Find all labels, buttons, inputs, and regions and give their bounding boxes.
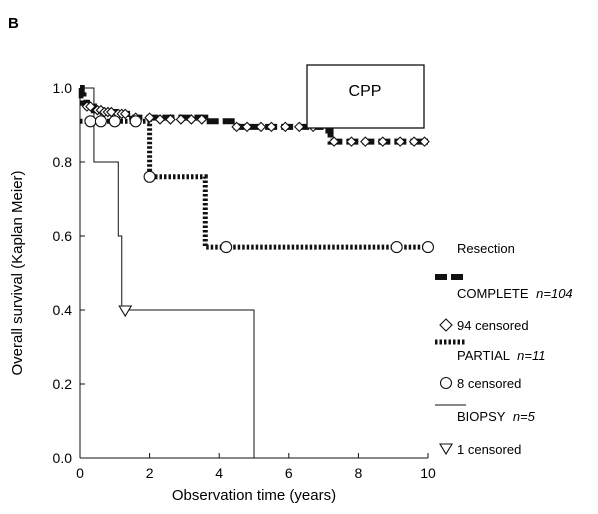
legend-biopsy-n: n=5 [513, 409, 536, 424]
x-tick-label: 8 [355, 465, 363, 481]
censor-marker-complete [119, 108, 131, 120]
x-tick-label: 2 [146, 465, 154, 481]
censor-marker-complete [186, 114, 197, 125]
series-biopsy-line [80, 87, 255, 458]
legend-partial-n: n=11 [517, 348, 545, 363]
legend-diamond-marker [439, 318, 453, 332]
censor-marker-layer [81, 101, 435, 318]
censor-marker-complete [165, 114, 176, 125]
censor-marker-complete [85, 101, 96, 112]
annotation-label: CPP [349, 83, 382, 100]
censor-marker-partial [94, 115, 107, 128]
censor-marker-complete [346, 136, 357, 147]
x-ticks: 0 2 4 6 8 10 [76, 453, 436, 481]
censor-marker-complete [419, 136, 430, 147]
censor-marker-partial [84, 115, 97, 128]
censor-marker-complete [280, 121, 291, 133]
censor-marker-partial [129, 115, 142, 128]
x-tick-label: 4 [215, 465, 223, 481]
legend-complete-name: COMPLETE [457, 286, 529, 301]
censor-marker-complete [328, 136, 340, 147]
x-tick-label: 0 [76, 465, 84, 481]
legend-title: Resection [457, 241, 515, 256]
y-tick-label: 0.8 [53, 154, 73, 170]
legend-partial-label: PARTIAL n=11 [457, 348, 545, 363]
censor-marker-complete [175, 114, 187, 125]
annotation-box: CPP [306, 64, 425, 129]
censor-marker-complete [377, 136, 389, 147]
y-tick-label: 0.0 [53, 450, 73, 466]
legend-biopsy-name: BIOPSY [457, 409, 506, 424]
censor-marker-complete [144, 112, 155, 123]
legend-complete-censored: 94 censored [457, 318, 529, 333]
censor-marker-partial [108, 115, 121, 128]
y-tick-label: 0.2 [53, 376, 73, 392]
censor-marker-partial [220, 241, 233, 254]
censor-marker-complete [231, 121, 242, 133]
legend: Resection COMPLETE n=104 94 censored PAR… [435, 241, 573, 457]
y-tick-label: 1.0 [53, 80, 73, 96]
plot-area: 0 2 4 6 8 10 0.0 0.2 0.4 0.6 0.8 1.0 [53, 80, 436, 481]
x-tick-label: 6 [285, 465, 293, 481]
censor-marker-complete [408, 136, 420, 147]
x-tick-label: 10 [420, 465, 436, 481]
y-tick-label: 0.4 [53, 302, 73, 318]
censor-marker-complete [266, 121, 277, 133]
series-layer [78, 85, 428, 458]
legend-partial-censored: 8 censored [457, 376, 521, 391]
censor-marker-partial [421, 241, 435, 254]
y-tick-label: 0.6 [53, 228, 73, 244]
censor-marker-complete [255, 121, 267, 133]
legend-biopsy-censored: 1 censored [457, 442, 521, 457]
censor-marker-partial [143, 170, 156, 183]
legend-circle-marker [439, 376, 453, 390]
legend-complete-n: n=104 [536, 286, 573, 301]
panel-label: B [8, 15, 19, 32]
y-ticks: 0.0 0.2 0.4 0.6 0.8 1.0 [53, 80, 85, 466]
censor-marker-partial [390, 241, 403, 254]
censor-marker-complete [360, 136, 371, 147]
legend-complete-label: COMPLETE n=104 [457, 286, 573, 301]
x-axis-title: Observation time (years) [172, 487, 336, 504]
censor-marker-complete [154, 114, 166, 125]
legend-triangle-marker [439, 443, 453, 456]
censor-marker-complete [241, 121, 253, 133]
censor-marker-complete [293, 121, 305, 133]
censor-marker-biopsy [118, 305, 133, 318]
legend-partial-name: PARTIAL [457, 348, 510, 363]
y-axis-title: Overall survival (Kaplan Meier) [9, 170, 26, 375]
censor-marker-complete [394, 136, 406, 147]
series-partial-line [80, 118, 428, 250]
legend-biopsy-label: BIOPSY n=5 [457, 409, 536, 424]
censor-marker-complete [196, 114, 208, 125]
annotation-box-frame [306, 64, 425, 129]
